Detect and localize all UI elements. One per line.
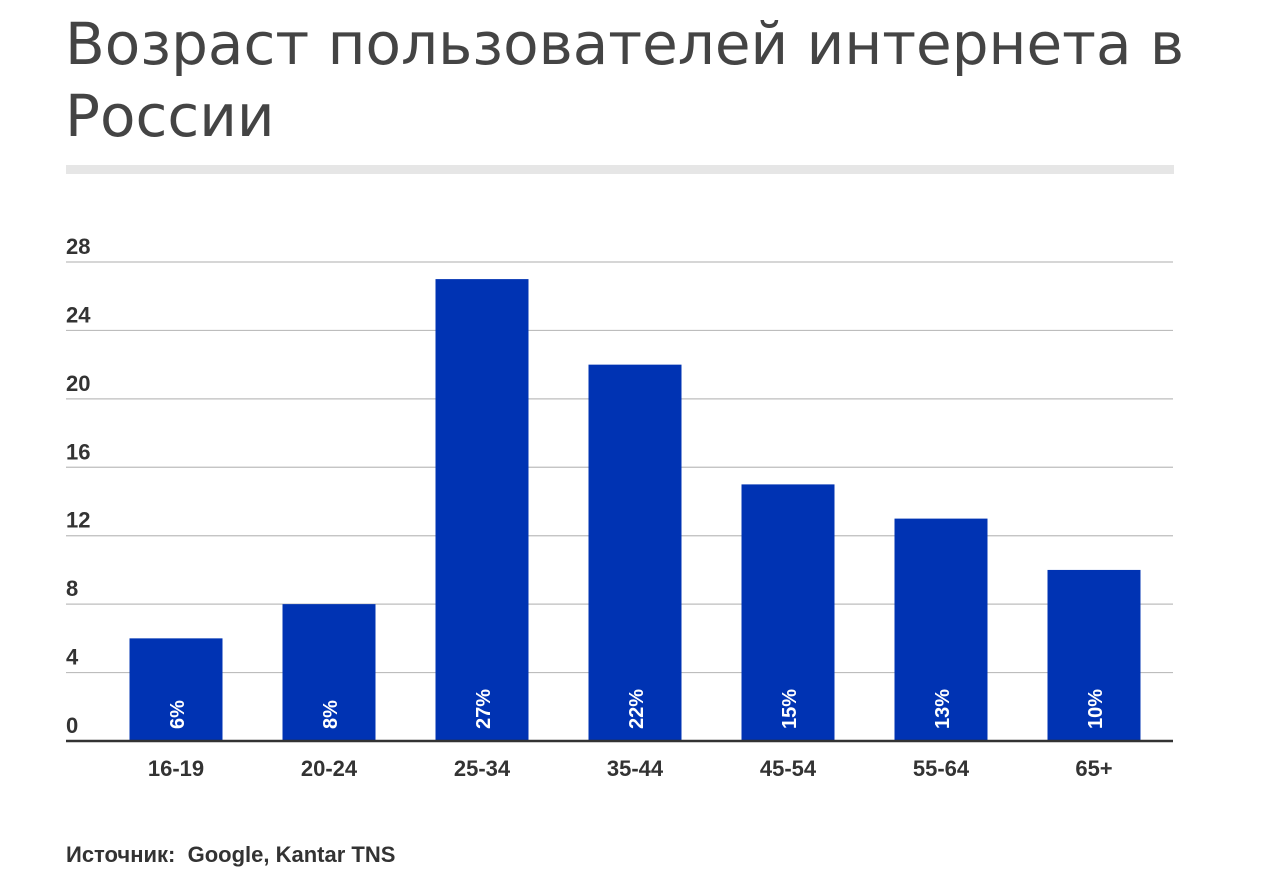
bar-data-label: 8% <box>320 700 342 729</box>
y-tick-label: 12 <box>66 508 90 533</box>
source-text: Google, Kantar TNS <box>187 842 396 867</box>
x-tick-label: 16-19 <box>148 756 204 781</box>
bar-data-label: 22% <box>626 689 648 729</box>
y-tick-label: 8 <box>66 576 78 601</box>
bar-data-label: 27% <box>473 689 495 729</box>
x-tick-label: 35-44 <box>607 756 664 781</box>
y-tick-label: 0 <box>66 713 78 738</box>
bar-data-label: 13% <box>932 689 954 729</box>
x-tick-label: 25-34 <box>454 756 511 781</box>
x-tick-label: 55-64 <box>913 756 970 781</box>
x-tick-label: 45-54 <box>760 756 817 781</box>
bar <box>741 484 835 741</box>
source-label: Источник: <box>66 842 176 867</box>
y-tick-label: 24 <box>66 302 91 327</box>
x-tick-label: 65+ <box>1075 756 1112 781</box>
bar-data-label: 10% <box>1085 689 1107 729</box>
bar <box>129 638 223 741</box>
bar <box>1047 569 1141 741</box>
y-tick-label: 16 <box>66 439 90 464</box>
bar <box>588 364 682 741</box>
bar-data-label: 6% <box>167 700 189 729</box>
bar <box>435 279 529 741</box>
source-note: Источник: Google, Kantar TNS <box>66 842 395 868</box>
y-tick-label: 4 <box>66 645 79 670</box>
x-tick-label: 20-24 <box>301 756 358 781</box>
title-divider <box>66 165 1174 174</box>
bar <box>894 518 988 741</box>
bar <box>282 604 376 741</box>
chart-title: Возраст пользователей интернета в России <box>65 10 1185 150</box>
y-tick-label: 20 <box>66 371 90 396</box>
bar-data-label: 15% <box>779 689 801 729</box>
y-tick-label: 28 <box>66 234 90 259</box>
